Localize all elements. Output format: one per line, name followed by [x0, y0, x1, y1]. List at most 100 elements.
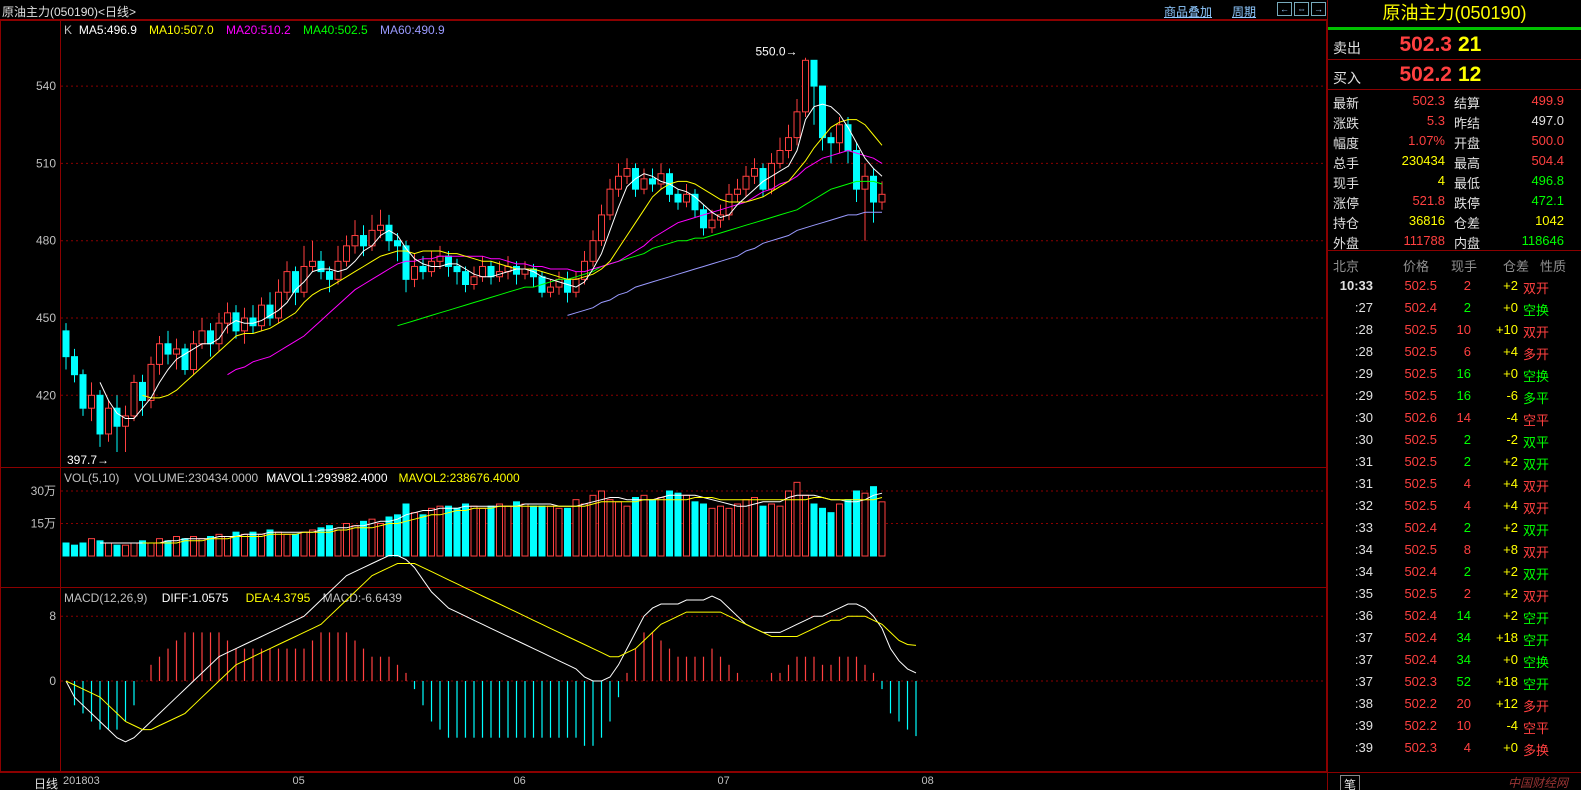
- tick-oi-change: +2: [1503, 520, 1518, 535]
- tick-oi-change: +4: [1503, 498, 1518, 513]
- tick-nature: 双开: [1523, 479, 1550, 494]
- info-label: 外盘: [1333, 236, 1360, 251]
- info-label: 涨跌: [1333, 116, 1360, 131]
- volume-tick-label: 15万: [31, 517, 56, 531]
- tick-nature: 空平: [1523, 413, 1550, 428]
- volume-bar: [207, 536, 214, 557]
- volume-bar: [343, 523, 350, 557]
- tick-oi-change: +0: [1503, 300, 1518, 315]
- tick-row[interactable]: :30 502.5 2 -2 双平: [1328, 428, 1581, 450]
- volume-bar: [453, 507, 461, 557]
- tick-row[interactable]: 10:33 502.5 2 +2 双开: [1328, 274, 1581, 296]
- volume-bar: [156, 538, 163, 557]
- tick-time: :30: [1354, 432, 1373, 447]
- candle-body: [751, 168, 758, 177]
- volume-bar: [394, 514, 401, 557]
- candle-body: [819, 85, 826, 139]
- info-label: 最高: [1454, 156, 1481, 171]
- candle-body: [878, 193, 886, 203]
- tick-time: :38: [1354, 696, 1373, 711]
- tick-row[interactable]: :35 502.5 2 +2 双开: [1328, 582, 1581, 604]
- chart-canvas[interactable]: 420 450 480 510 540 550.0→ 397.7→ K MA5:496.9 MA1…: [0, 20, 1327, 772]
- info-value: 521.8: [1412, 193, 1445, 208]
- candle-body: [130, 381, 138, 417]
- buy-price: 502.2: [1399, 63, 1452, 86]
- scroll-right-icon[interactable]: →: [1311, 2, 1326, 16]
- ticks-tab[interactable]: 笔: [1340, 775, 1361, 790]
- candle-body: [275, 291, 282, 319]
- candle-body: [181, 348, 189, 371]
- tick-row[interactable]: :39 502.2 10 -4 空平: [1328, 714, 1581, 736]
- volume-bar: [139, 540, 146, 557]
- volume-bar: [606, 499, 614, 557]
- volume-bar: [487, 505, 495, 557]
- scroll-left-icon[interactable]: ←: [1277, 2, 1292, 16]
- tick-nature: 双平: [1523, 435, 1550, 450]
- tick-volume: 8: [1463, 542, 1471, 557]
- tick-row[interactable]: :31 502.5 4 +4 双开: [1328, 472, 1581, 494]
- mavol1-line: [100, 492, 883, 544]
- candle-body: [394, 240, 401, 247]
- volume-bar: [479, 507, 486, 557]
- info-value: 118646: [1521, 233, 1564, 248]
- volume-bar: [836, 503, 843, 557]
- tick-row[interactable]: :28 502.5 10 +10 双开: [1328, 318, 1581, 340]
- candle-body: [249, 317, 257, 327]
- tick-row[interactable]: :34 502.5 8 +8 双开: [1328, 538, 1581, 560]
- time-tick-label: 201803: [63, 775, 100, 787]
- tick-oi-change: -4: [1506, 410, 1518, 425]
- overlay-commodity-link[interactable]: 商品叠加: [1164, 5, 1213, 19]
- candle-body: [241, 317, 248, 332]
- volume-bar: [334, 529, 342, 557]
- tick-price: 502.2: [1404, 696, 1437, 711]
- tick-row[interactable]: :36 502.4 14 +2 空开: [1328, 604, 1581, 626]
- ma40-line: [397, 180, 883, 327]
- info-value: 497.0: [1531, 113, 1564, 128]
- chart-area[interactable]: 420 450 480 510 540 550.0→ 397.7→ K MA5:496.9 MA1…: [0, 20, 1339, 772]
- tick-row[interactable]: :32 502.5 4 +4 双开: [1328, 494, 1581, 516]
- tick-row[interactable]: :29 502.5 16 -6 多平: [1328, 384, 1581, 406]
- tick-volume: 2: [1463, 432, 1471, 447]
- tick-row[interactable]: :29 502.5 16 +0 空换: [1328, 362, 1581, 384]
- tick-row[interactable]: :37 502.4 34 +0 空换: [1328, 648, 1581, 670]
- volume-bar: [776, 505, 784, 557]
- info-value: 4: [1437, 173, 1445, 188]
- tick-row[interactable]: :37 502.4 34 +18 空开: [1328, 626, 1581, 648]
- tick-row[interactable]: :39 502.3 4 +0 多换: [1328, 736, 1581, 758]
- volume-bar: [810, 503, 818, 557]
- info-label: 仓差: [1454, 216, 1481, 231]
- tick-price: 502.4: [1404, 608, 1437, 623]
- time-tick-label: 06: [513, 775, 526, 787]
- tick-nature: 双开: [1523, 545, 1550, 560]
- info-value: 1042: [1535, 213, 1564, 228]
- tick-nature: 双开: [1523, 325, 1550, 340]
- candle-body: [564, 278, 571, 293]
- tick-nature: 多开: [1523, 699, 1550, 714]
- candle-body: [836, 124, 843, 144]
- legend-item: MA40:502.5: [303, 23, 368, 37]
- tick-volume: 52: [1456, 674, 1471, 689]
- volume-bar: [683, 494, 690, 557]
- info-label: 最低: [1454, 176, 1481, 191]
- tick-row[interactable]: :37 502.3 52 +18 空开: [1328, 670, 1581, 692]
- tick-oi-change: -6: [1506, 388, 1518, 403]
- tick-row[interactable]: :38 502.2 20 +12 多开: [1328, 692, 1581, 714]
- tick-time: :32: [1354, 498, 1373, 513]
- candle-body: [844, 124, 852, 151]
- tick-nature: 空开: [1523, 611, 1550, 626]
- tick-row[interactable]: :30 502.6 14 -4 空平: [1328, 406, 1581, 428]
- candle-body: [674, 193, 682, 203]
- ticks-list[interactable]: 10:33 502.5 2 +2 双开:27 502.4 2 +0 空换:28 502.5 10 +1…: [1328, 274, 1581, 758]
- candle-body: [385, 224, 393, 242]
- tick-row[interactable]: :27 502.4 2 +0 空换: [1328, 296, 1581, 318]
- info-row: 涨停 521.8 跌停 472.1: [1328, 190, 1581, 211]
- price-tick-label: 540: [36, 79, 56, 93]
- zoom-icon[interactable]: ⇔: [1294, 2, 1309, 16]
- period-link[interactable]: 周期: [1232, 5, 1257, 19]
- tick-row[interactable]: :31 502.5 2 +2 双开: [1328, 450, 1581, 472]
- legend-item: MA20:510.2: [226, 23, 291, 37]
- tick-row[interactable]: :33 502.4 2 +2 双开: [1328, 516, 1581, 538]
- tick-row[interactable]: :28 502.5 6 +4 多开: [1328, 340, 1581, 362]
- candle-body: [105, 407, 112, 435]
- tick-row[interactable]: :34 502.4 2 +2 双开: [1328, 560, 1581, 582]
